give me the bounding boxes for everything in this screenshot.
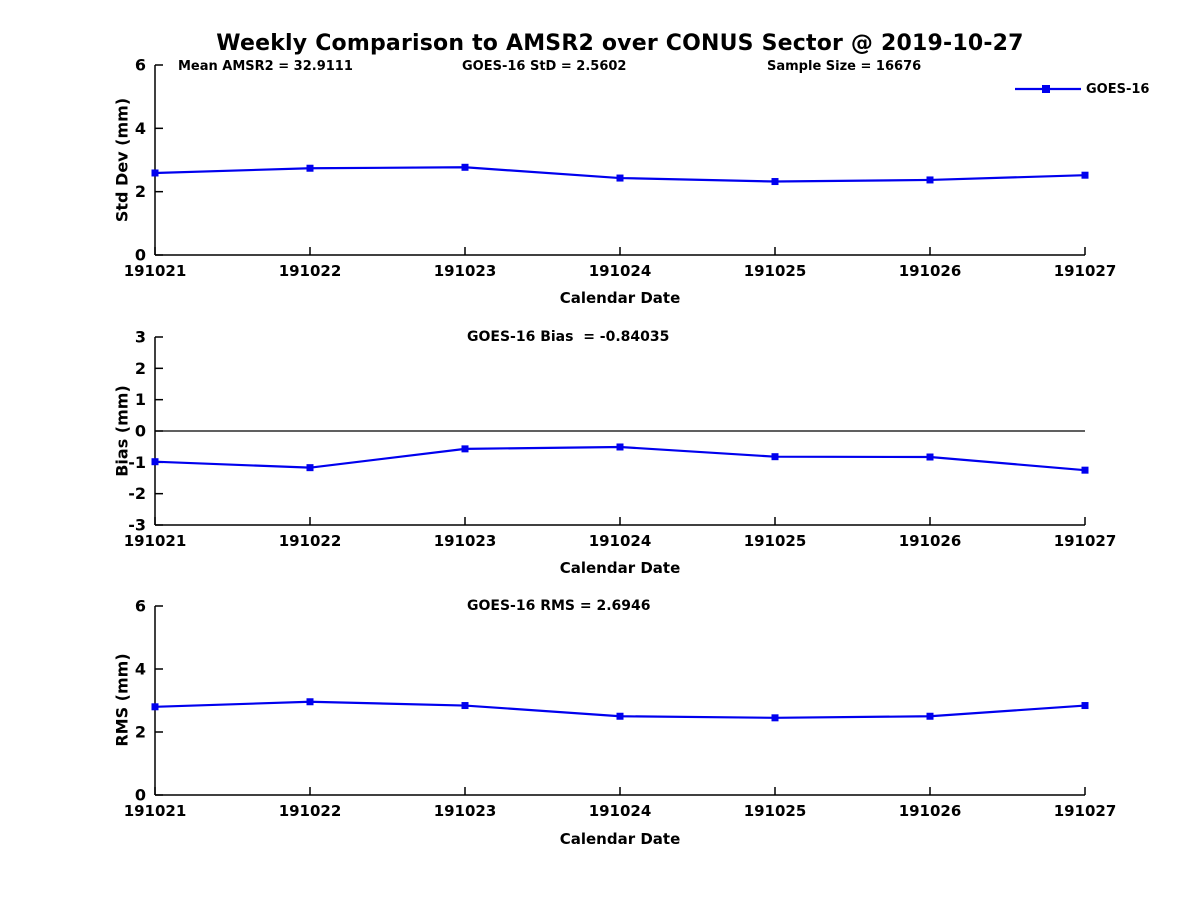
- x-tick-label: 191023: [434, 532, 497, 550]
- x-tick-label: 191022: [279, 262, 342, 280]
- y-tick-label: 0: [135, 786, 146, 805]
- y-tick-label: 6: [135, 56, 146, 75]
- x-tick-label: 191021: [124, 262, 187, 280]
- x-tick-label: 191024: [589, 532, 652, 550]
- y-tick-label: 0: [135, 422, 146, 441]
- data-point-marker: [616, 443, 624, 451]
- data-point-marker: [771, 714, 779, 722]
- annotation-goes16-std: GOES-16 StD = 2.5602: [462, 59, 627, 74]
- subplot2-xlabel: Calendar Date: [559, 559, 681, 577]
- x-tick-label: 191024: [589, 802, 652, 820]
- data-point-marker: [926, 176, 934, 184]
- data-point-marker: [306, 164, 314, 172]
- legend-marker-icon: [1042, 85, 1050, 93]
- y-tick-label: 6: [135, 597, 146, 616]
- y-tick-label: -1: [128, 453, 146, 472]
- y-tick-label: 2: [135, 182, 146, 201]
- data-point-marker: [151, 458, 159, 466]
- data-point-marker: [151, 169, 159, 177]
- data-point-marker: [926, 712, 934, 720]
- subplot3-ylabel: RMS (mm): [112, 653, 132, 747]
- x-tick-label: 191027: [1054, 532, 1117, 550]
- y-tick-label: 4: [135, 660, 146, 679]
- data-point-marker: [461, 445, 469, 453]
- y-tick-label: -3: [128, 516, 146, 535]
- subplot-1: 0 2 4 6 191021 191022 191023 191024 191025 191026…: [124, 56, 1117, 281]
- subplot-2: -3 -2 -1 0 1 2 3 191021 191022 191023 191024 191025…: [124, 328, 1117, 551]
- data-point-marker: [461, 163, 469, 171]
- x-tick-label: 191025: [744, 802, 807, 820]
- data-point-marker: [306, 464, 314, 472]
- data-point-marker: [926, 453, 934, 461]
- data-point-marker: [461, 702, 469, 710]
- x-tick-label: 191025: [744, 262, 807, 280]
- x-tick-label: 191022: [279, 802, 342, 820]
- subplot2-ylabel: Bias (mm): [112, 385, 132, 477]
- x-tick-label: 191023: [434, 262, 497, 280]
- data-point-marker: [1081, 702, 1089, 710]
- x-tick-label: 191026: [899, 532, 962, 550]
- subplot2-title: GOES-16 Bias = -0.84035: [467, 329, 670, 345]
- subplot1-xlabel: Calendar Date: [559, 289, 681, 307]
- x-tick-label: 191026: [899, 262, 962, 280]
- data-point-marker: [1081, 171, 1089, 179]
- x-tick-label: 191026: [899, 802, 962, 820]
- y-tick-label: 3: [135, 328, 146, 347]
- y-tick-label: -2: [128, 484, 146, 503]
- annotation-sample-size: Sample Size = 16676: [767, 59, 922, 74]
- data-point-marker: [771, 453, 779, 461]
- data-point-marker: [306, 698, 314, 706]
- y-tick-label: 4: [135, 119, 146, 138]
- subplot3-title: GOES-16 RMS = 2.6946: [467, 598, 651, 614]
- x-tick-label: 191021: [124, 532, 187, 550]
- x-tick-label: 191027: [1054, 802, 1117, 820]
- y-tick-label: 2: [135, 723, 146, 742]
- legend-label: GOES-16: [1086, 82, 1150, 97]
- data-point-marker: [771, 178, 779, 186]
- figure-title: Weekly Comparison to AMSR2 over CONUS Se…: [216, 31, 1024, 56]
- y-tick-label: 1: [135, 390, 146, 409]
- subplot1-ylabel: Std Dev (mm): [112, 97, 132, 223]
- data-point-marker: [151, 703, 159, 711]
- y-tick-label: 2: [135, 359, 146, 378]
- data-point-marker: [1081, 466, 1089, 474]
- x-tick-label: 191021: [124, 802, 187, 820]
- subplot3-xlabel: Calendar Date: [559, 830, 681, 848]
- x-tick-label: 191024: [589, 262, 652, 280]
- x-tick-label: 191022: [279, 532, 342, 550]
- y-tick-label: 0: [135, 246, 146, 265]
- legend-line-sample-icon: [1015, 85, 1081, 93]
- subplot-3: 0 2 4 6 191021 191022 191023 191024 191025 191026…: [124, 597, 1117, 821]
- x-tick-label: 191023: [434, 802, 497, 820]
- x-tick-label: 191025: [744, 532, 807, 550]
- x-tick-label: 191027: [1054, 262, 1117, 280]
- annotation-mean-amsr2: Mean AMSR2 = 32.9111: [178, 59, 353, 74]
- data-point-marker: [616, 174, 624, 182]
- data-point-marker: [616, 712, 624, 720]
